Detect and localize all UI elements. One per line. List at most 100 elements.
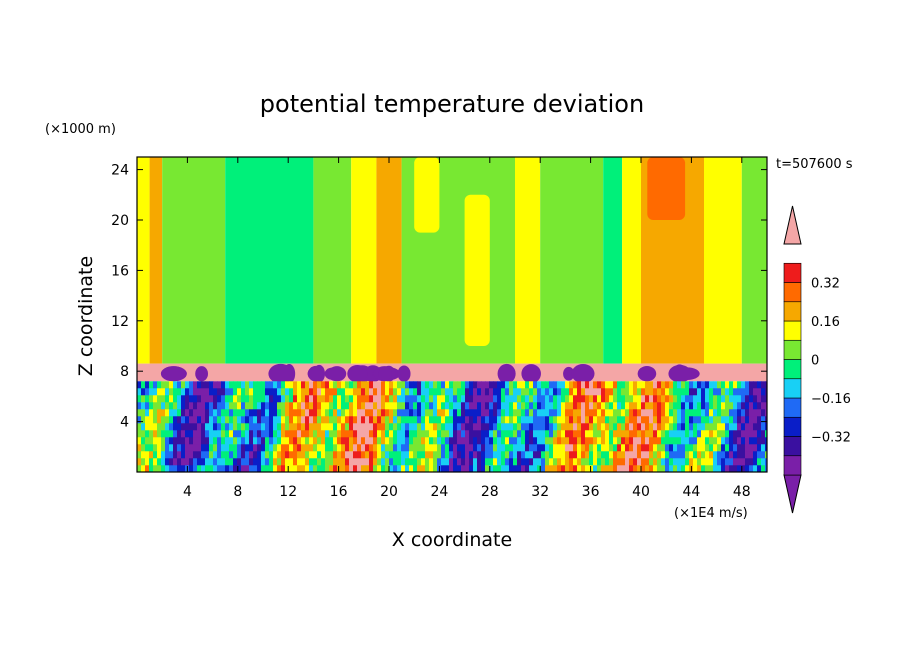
turbulence-cell <box>533 451 538 459</box>
turbulence-cell <box>365 395 370 403</box>
turbulence-cell <box>217 451 222 459</box>
turbulence-cell <box>529 423 534 431</box>
turbulence-cell <box>425 437 430 445</box>
turbulence-cell <box>425 458 430 466</box>
turbulence-cell <box>445 437 450 445</box>
turbulence-cell <box>405 409 410 417</box>
turbulence-cell <box>669 430 674 438</box>
turbulence-cell <box>253 444 258 452</box>
turbulence-cell <box>525 430 530 438</box>
turbulence-cell <box>297 402 302 410</box>
turbulence-cell <box>617 402 622 410</box>
upper-region <box>741 157 767 364</box>
contour-field <box>137 157 767 472</box>
turbulence-cell <box>301 395 306 403</box>
turbulence-cell <box>161 402 166 410</box>
turbulence-cell <box>457 458 462 466</box>
turbulence-cell <box>249 444 254 452</box>
upper-spot <box>414 157 440 233</box>
turbulence-cell <box>677 465 682 472</box>
turbulence-cell <box>569 444 574 452</box>
turbulence-cell <box>213 451 218 459</box>
turbulence-cell <box>205 458 210 466</box>
turbulence-cell <box>377 423 382 431</box>
turbulence-cell <box>453 451 458 459</box>
turbulence-cell <box>373 437 378 445</box>
turbulence-cell <box>189 416 194 424</box>
turbulence-cell <box>717 402 722 410</box>
turbulence-cell <box>197 381 202 389</box>
turbulence-cell <box>441 437 446 445</box>
turbulence-cell <box>689 388 694 396</box>
turbulence-cell <box>521 409 526 417</box>
turbulence-cell <box>657 430 662 438</box>
turbulence-cell <box>521 458 526 466</box>
turbulence-cell <box>589 444 594 452</box>
turbulence-cell <box>469 458 474 466</box>
turbulence-cell <box>573 402 578 410</box>
turbulence-cell <box>429 444 434 452</box>
turbulence-cell <box>169 430 174 438</box>
turbulence-cell <box>601 458 606 466</box>
turbulence-cell <box>561 437 566 445</box>
turbulence-cell <box>425 381 430 389</box>
turbulence-cell <box>169 395 174 403</box>
turbulence-cell <box>461 395 466 403</box>
turbulence-cell <box>649 437 654 445</box>
turbulence-cell <box>257 458 262 466</box>
turbulence-cell <box>373 430 378 438</box>
turbulence-cell <box>593 381 598 389</box>
turbulence-cell <box>317 409 322 417</box>
turbulence-cell <box>713 458 718 466</box>
turbulence-cell <box>717 416 722 424</box>
turbulence-cell <box>489 381 494 389</box>
turbulence-cell <box>461 402 466 410</box>
turbulence-cell <box>605 416 610 424</box>
turbulence-cell <box>441 395 446 403</box>
turbulence-cell <box>601 423 606 431</box>
turbulence-cell <box>213 409 218 417</box>
turbulence-cell <box>645 409 650 417</box>
inversion-blob <box>668 364 692 383</box>
turbulence-cell <box>549 423 554 431</box>
turbulence-cell <box>665 437 670 445</box>
turbulence-cell <box>569 395 574 403</box>
turbulence-cell <box>653 458 658 466</box>
turbulence-cell <box>541 381 546 389</box>
turbulence-cell <box>169 402 174 410</box>
turbulence-cell <box>681 409 686 417</box>
turbulence-cell <box>637 409 642 417</box>
turbulence-cell <box>697 381 702 389</box>
turbulence-cell <box>193 458 198 466</box>
turbulence-cell <box>221 465 226 472</box>
turbulence-cell <box>665 416 670 424</box>
colorbar-swatch <box>783 455 802 476</box>
turbulence-cell <box>297 465 302 472</box>
turbulence-cell <box>393 451 398 459</box>
turbulence-cell <box>141 388 146 396</box>
turbulence-cell <box>649 409 654 417</box>
turbulence-cell <box>705 416 710 424</box>
turbulence-cell <box>697 409 702 417</box>
turbulence-cell <box>393 423 398 431</box>
turbulence-cell <box>621 444 626 452</box>
upper-region <box>149 157 163 364</box>
turbulence-cell <box>389 437 394 445</box>
turbulence-cell <box>629 381 634 389</box>
turbulence-cell <box>225 465 230 472</box>
turbulence-cell <box>517 402 522 410</box>
turbulence-cell <box>505 437 510 445</box>
turbulence-cell <box>725 402 730 410</box>
turbulence-cell <box>153 437 158 445</box>
turbulence-cell <box>621 388 626 396</box>
turbulence-cell <box>289 444 294 452</box>
turbulence-cell <box>265 423 270 431</box>
turbulence-cell <box>593 402 598 410</box>
turbulence-cell <box>177 395 182 403</box>
turbulence-cell <box>729 388 734 396</box>
turbulence-cell <box>197 423 202 431</box>
turbulence-cell <box>405 430 410 438</box>
turbulence-cell <box>541 416 546 424</box>
turbulence-cell <box>277 458 282 466</box>
